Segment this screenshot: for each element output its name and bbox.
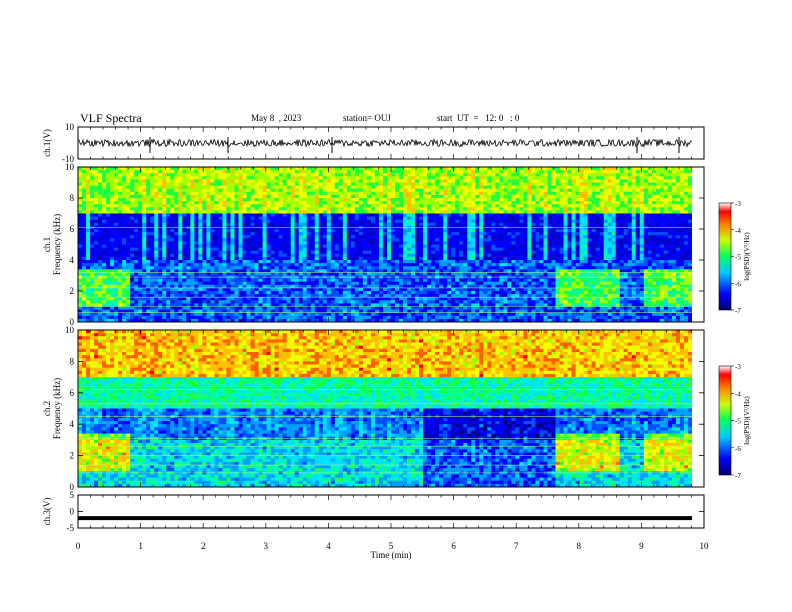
x-tick-label: 4 <box>326 541 331 551</box>
x-tick-label: 3 <box>264 541 269 551</box>
colorbar-tick-label: -6 <box>735 445 741 453</box>
ch1-tick-label: 10 <box>65 122 75 132</box>
colorbar-tick-label: -7 <box>735 307 741 315</box>
x-tick-label: 0 <box>76 541 81 551</box>
ch1-waveform-line <box>77 138 693 148</box>
station-label: station= OUJ <box>343 113 391 123</box>
ch3-tick-label: 0 <box>70 507 75 517</box>
ch3-tick-label: -5 <box>67 523 75 533</box>
start-time-label: start UT = 12: 0 : 0 <box>437 113 520 123</box>
x-tick-label: 2 <box>201 541 206 551</box>
ch3-y-label: ch.3(V) <box>42 498 52 526</box>
ch2-freq-y-label: ch.2 <box>42 401 52 416</box>
ch1-freq-tick-label: 4 <box>70 255 75 265</box>
ch1-y-label: ch.1(V) <box>42 129 52 157</box>
ch1-freq-tick-label: 0 <box>70 317 75 327</box>
ch2-freq-tick-label: 10 <box>65 325 75 335</box>
colorbar <box>718 202 732 311</box>
colorbar-label: log(PSD)(V²/Hz) <box>743 232 751 281</box>
ch2-freq-tick-label: 0 <box>70 482 75 492</box>
ch2-freq-tick-label: 8 <box>70 356 75 366</box>
ch2-freq-tick-label: 6 <box>70 388 75 398</box>
colorbar-tick-label: -6 <box>735 280 741 288</box>
ch3-tick-label: 5 <box>70 490 75 500</box>
colorbar-tick-label: -4 <box>735 390 741 398</box>
colorbar-tick-label: -5 <box>735 418 741 426</box>
date-label: May 8 , 2023 <box>251 113 302 123</box>
ch1-freq-tick-label: 6 <box>70 224 75 234</box>
x-tick-label: 7 <box>514 541 519 551</box>
x-tick-label: 8 <box>577 541 582 551</box>
ch1-tick-label: -10 <box>62 154 74 164</box>
ch1-freq-y-label: ch.1 <box>42 237 52 252</box>
ch2-freq-tick-label: 4 <box>70 419 75 429</box>
colorbar-tick-label: -7 <box>735 472 741 480</box>
x-tick-label: 5 <box>389 541 394 551</box>
x-axis-label: Time (min) <box>371 550 412 560</box>
x-tick-label: 6 <box>451 541 456 551</box>
ch1-freq-tick-label: 10 <box>65 162 75 172</box>
chart-title: VLF Spectra <box>80 111 142 125</box>
ch1-spectrogram <box>78 167 705 323</box>
colorbar-tick-label: -5 <box>735 254 741 262</box>
colorbar-tick-label: -4 <box>735 227 741 235</box>
ch2-spectrogram <box>78 330 705 488</box>
colorbar <box>718 365 732 476</box>
x-tick-label: 1 <box>138 541 143 551</box>
ch2-freq-y-label: Frequency (kHz) <box>52 378 62 439</box>
colorbar-tick-label: -3 <box>735 363 741 371</box>
ch1-freq-y-label: Frequency (kHz) <box>52 214 62 275</box>
ch2-freq-tick-label: 2 <box>70 451 75 461</box>
x-tick-label: 10 <box>700 541 710 551</box>
ch1-freq-tick-label: 8 <box>70 193 75 203</box>
x-tick-label: 9 <box>639 541 644 551</box>
colorbar-tick-label: -3 <box>735 200 741 208</box>
colorbar-label: log(PSD)(V²/Hz) <box>743 396 751 445</box>
ch1-freq-tick-label: 2 <box>70 286 75 296</box>
